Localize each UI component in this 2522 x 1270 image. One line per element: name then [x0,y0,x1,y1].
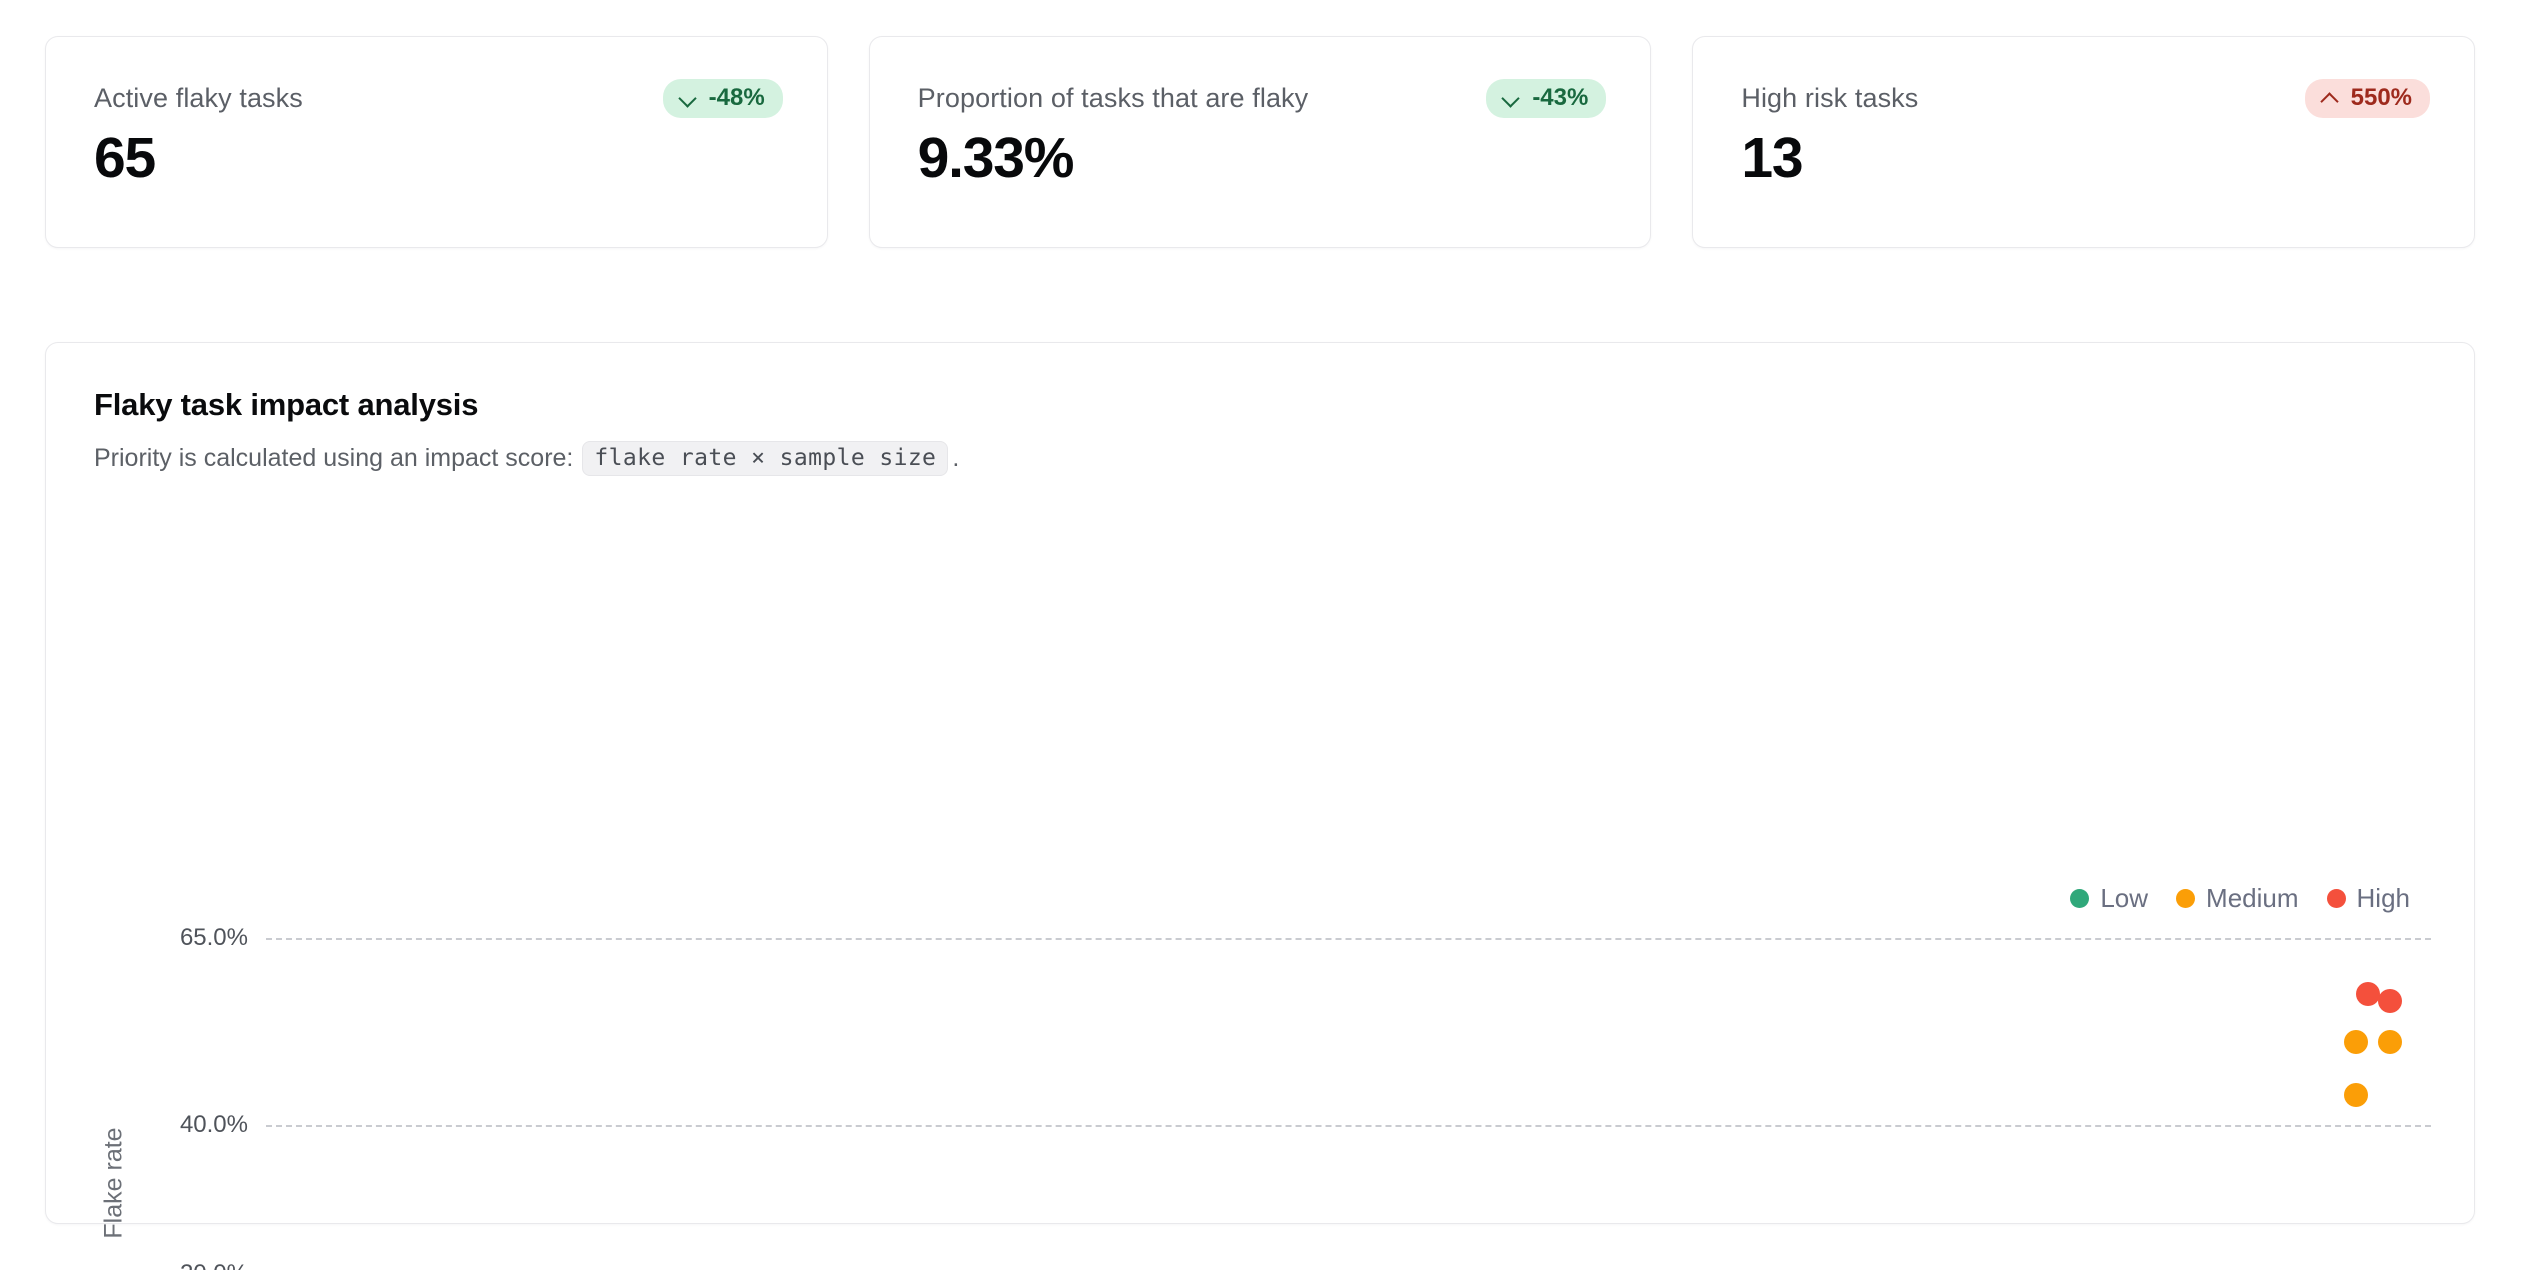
kpi-header: Proportion of tasks that are flaky -43% [918,75,1607,121]
y-axis-label: Flake rate [99,1127,128,1239]
kpi-value: 13 [1741,126,1803,190]
chart-plot-area: 0.0%20.0%40.0%65.0%Flake rate13671139Sam… [94,924,2431,1270]
scatter-point-high[interactable] [2378,989,2403,1014]
chevron-down-icon [1502,89,1520,107]
legend-dot-icon [2326,889,2346,908]
kpi-header: High risk tasks 550% [1741,75,2431,121]
kpi-delta-value: -43% [1532,83,1589,111]
scatter-point-high[interactable] [2356,981,2381,1006]
flaky-impact-chart-card: Flaky task impact analysis Priority is c… [45,342,2475,1270]
kpi-value: 9.33% [917,126,1075,190]
gridline [266,938,2431,940]
legend-label: Medium [2206,883,2299,913]
kpi-title: Proportion of tasks that are flaky [917,82,1309,113]
kpi-value: 65 [94,126,156,190]
impact-score-formula: flake rate × sample size [582,441,949,476]
legend-item-low[interactable]: Low [2070,883,2148,914]
chart-subtitle-text: Priority is calculated using an impact s… [94,444,574,472]
kpi-title: High risk tasks [1741,82,1919,113]
y-axis-tick-label: 65.0% [179,924,248,951]
chevron-up-icon [2321,89,2339,107]
chart-subtitle-period: . [952,444,960,472]
chart-legend: Low Medium High [2070,883,2410,914]
kpi-delta-value: 550% [2350,83,2413,111]
legend-dot-icon [2176,889,2196,908]
status-badge: -43% [1486,78,1607,118]
legend-dot-icon [2070,889,2090,908]
kpi-title: Active flaky tasks [94,82,303,113]
kpi-header: Active flaky tasks -48% [94,75,783,121]
y-axis-tick-label: 40.0% [179,1110,248,1138]
legend-item-medium[interactable]: Medium [2176,883,2299,914]
legend-label: High [2356,883,2410,913]
kpi-delta-value: -48% [708,83,765,111]
legend-item-high[interactable]: High [2326,883,2410,914]
gridline [266,1124,2431,1127]
kpi-card-active-flaky-tasks[interactable]: Active flaky tasks -48% 65 [45,36,828,248]
scatter-point-medium[interactable] [2343,1082,2368,1107]
chevron-down-icon [679,89,697,107]
chart-subtitle: Priority is calculated using an impact s… [94,441,2426,476]
status-badge: 550% [2304,78,2431,118]
legend-label: Low [2100,883,2149,913]
y-axis-tick-label: 20.0% [180,1260,248,1270]
kpi-card-row: Active flaky tasks -48% 65 Proportion of… [45,36,2476,248]
kpi-card-proportion-flaky[interactable]: Proportion of tasks that are flaky -43% … [868,36,1652,248]
scatter-point-medium[interactable] [2378,1030,2403,1055]
status-badge: -48% [662,78,783,118]
kpi-card-high-risk-tasks[interactable]: High risk tasks 550% 13 [1692,36,2476,248]
scatter-plot: 0.0%20.0%40.0%65.0%Flake rate13671139Sam… [100,924,2431,1270]
scatter-point-medium[interactable] [2343,1030,2368,1055]
page-title: Flaky task impact analysis [94,387,479,422]
